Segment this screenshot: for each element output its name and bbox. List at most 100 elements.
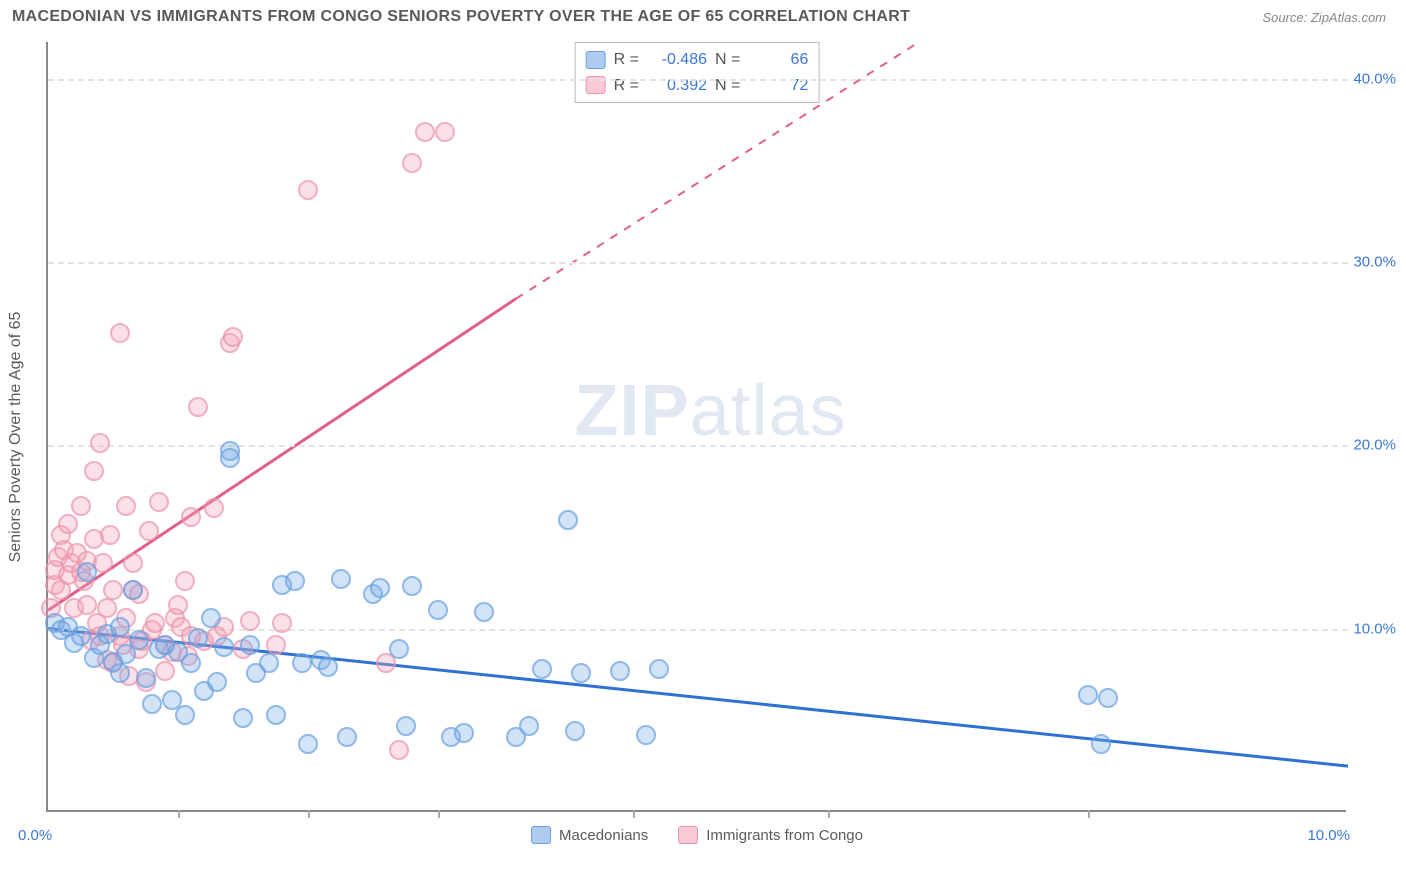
data-point-pink [155, 661, 175, 681]
data-point-pink [123, 553, 143, 573]
y-tick-label: 20.0% [1352, 437, 1396, 454]
y-tick-label: 40.0% [1352, 70, 1396, 87]
data-point-pink [100, 525, 120, 545]
data-point-blue [370, 578, 390, 598]
data-point-pink [188, 397, 208, 417]
data-point-pink [90, 433, 110, 453]
data-point-blue [1091, 734, 1111, 754]
data-point-pink [168, 595, 188, 615]
data-point-blue [71, 626, 91, 646]
data-point-blue [396, 716, 416, 736]
data-point-blue [77, 562, 97, 582]
x-tick [828, 810, 830, 818]
data-point-blue [181, 653, 201, 673]
legend-item-blue: Macedonians [531, 826, 648, 844]
r-label: R = [614, 73, 639, 99]
data-point-pink [415, 122, 435, 142]
data-point-pink [402, 153, 422, 173]
chart-title: MACEDONIAN VS IMMIGRANTS FROM CONGO SENI… [12, 8, 910, 26]
x-tick [308, 810, 310, 818]
data-point-blue [201, 608, 221, 628]
data-point-blue [474, 602, 494, 622]
data-point-pink [139, 521, 159, 541]
series-legend: Macedonians Immigrants from Congo [531, 826, 863, 844]
data-point-pink [298, 180, 318, 200]
watermark: ZIPatlas [575, 370, 847, 452]
x-tick [1088, 810, 1090, 818]
watermark-atlas: atlas [690, 371, 847, 451]
data-point-blue [1078, 685, 1098, 705]
data-point-pink [181, 507, 201, 527]
data-point-blue [454, 723, 474, 743]
data-point-blue [142, 694, 162, 714]
data-point-blue [110, 663, 130, 683]
swatch-blue [531, 826, 551, 844]
correlation-legend: R = -0.486 N = 66 R = 0.392 N = 72 [575, 42, 820, 103]
legend-label-blue: Macedonians [559, 827, 648, 844]
data-point-blue [318, 657, 338, 677]
data-point-pink [272, 613, 292, 633]
data-point-blue [519, 716, 539, 736]
chart-area: Seniors Poverty Over the Age of 65 ZIPat… [46, 42, 1386, 832]
data-point-blue [233, 708, 253, 728]
data-point-blue [636, 725, 656, 745]
data-point-pink [145, 613, 165, 633]
gridline [48, 445, 1348, 447]
data-point-blue [389, 639, 409, 659]
swatch-blue [586, 51, 606, 69]
data-point-blue [1098, 688, 1118, 708]
data-point-pink [149, 492, 169, 512]
n-label: N = [715, 73, 740, 99]
n-value-pink: 72 [748, 73, 808, 99]
data-point-pink [175, 571, 195, 591]
x-origin-label: 0.0% [18, 827, 52, 844]
data-point-pink [116, 496, 136, 516]
data-point-blue [558, 510, 578, 530]
data-point-pink [77, 595, 97, 615]
gridline [48, 79, 1348, 81]
x-tick [438, 810, 440, 818]
data-point-blue [565, 721, 585, 741]
gridline [48, 262, 1348, 264]
data-point-pink [110, 323, 130, 343]
swatch-pink [678, 826, 698, 844]
x-tick [178, 810, 180, 818]
data-point-blue [129, 630, 149, 650]
data-point-blue [649, 659, 669, 679]
chart-header: MACEDONIAN VS IMMIGRANTS FROM CONGO SENI… [0, 0, 1406, 34]
data-point-pink [240, 611, 260, 631]
data-point-pink [58, 514, 78, 534]
data-point-pink [103, 580, 123, 600]
data-point-blue [532, 659, 552, 679]
data-point-pink [204, 498, 224, 518]
watermark-zip: ZIP [575, 371, 690, 451]
legend-label-pink: Immigrants from Congo [706, 827, 863, 844]
data-point-blue [259, 653, 279, 673]
r-label: R = [614, 47, 639, 73]
data-point-blue [175, 705, 195, 725]
data-point-blue [298, 734, 318, 754]
legend-row-blue: R = -0.486 N = 66 [586, 47, 809, 73]
data-point-blue [110, 617, 130, 637]
scatter-plot: ZIPatlas R = -0.486 N = 66 R = 0.392 N =… [46, 42, 1346, 812]
data-point-blue [207, 672, 227, 692]
data-point-pink [223, 327, 243, 347]
legend-row-pink: R = 0.392 N = 72 [586, 73, 809, 99]
data-point-blue [292, 653, 312, 673]
data-point-blue [214, 637, 234, 657]
data-point-pink [266, 635, 286, 655]
data-point-blue [331, 569, 351, 589]
n-label: N = [715, 47, 740, 73]
data-point-blue [428, 600, 448, 620]
data-point-pink [84, 461, 104, 481]
data-point-blue [240, 635, 260, 655]
x-tick [633, 810, 635, 818]
y-tick-label: 30.0% [1352, 254, 1396, 271]
y-tick-label: 10.0% [1352, 620, 1396, 637]
r-value-pink: 0.392 [647, 73, 707, 99]
data-point-blue [136, 668, 156, 688]
data-point-pink [97, 598, 117, 618]
data-point-blue [188, 628, 208, 648]
y-axis-title: Seniors Poverty Over the Age of 65 [7, 312, 25, 563]
data-point-blue [610, 661, 630, 681]
